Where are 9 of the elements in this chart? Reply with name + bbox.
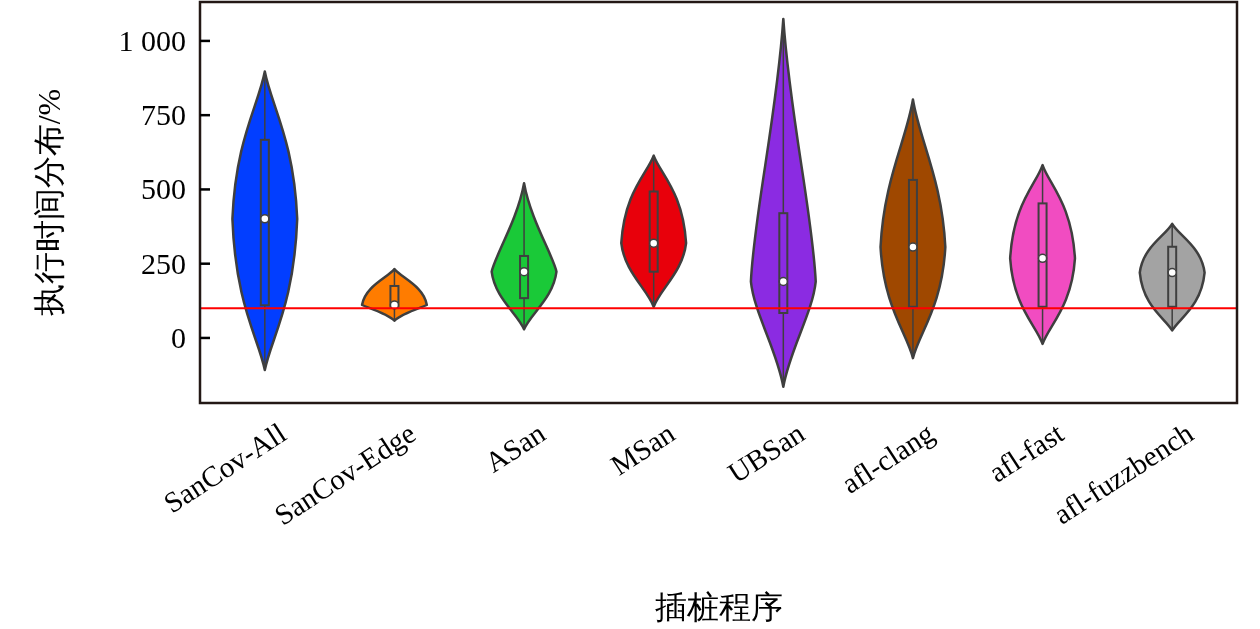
x-axis-title: 插桩程序 xyxy=(654,589,783,625)
y-axis-title: 执行时间分布/% xyxy=(31,88,67,317)
y-tick-label: 750 xyxy=(141,98,186,132)
y-tick-label: 250 xyxy=(141,246,186,280)
x-tick-label: ASan xyxy=(479,416,552,479)
x-tick-label: MSan xyxy=(604,416,681,482)
y-tick-label: 1 000 xyxy=(118,23,186,57)
y-tick-label: 0 xyxy=(171,320,186,354)
y-tick-label: 500 xyxy=(141,172,186,206)
